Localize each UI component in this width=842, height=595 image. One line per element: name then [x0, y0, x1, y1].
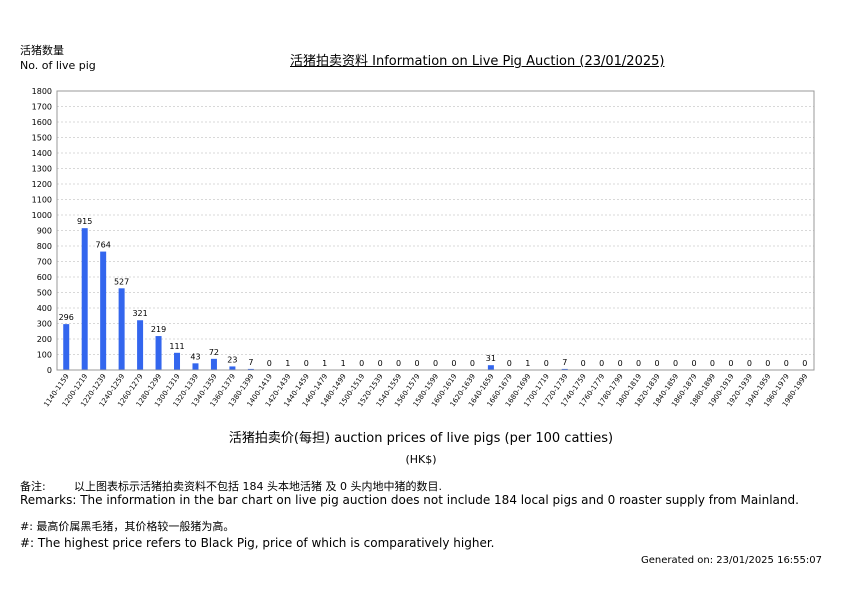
y-tick-label: 400	[37, 304, 52, 313]
y-tick-label: 1700	[32, 103, 52, 112]
bar-value-label: 72	[209, 348, 219, 357]
bar-value-label: 1	[322, 359, 327, 368]
bar-value-label: 0	[636, 359, 641, 368]
y-tick-label: 600	[37, 273, 52, 282]
y-tick-label: 100	[37, 351, 52, 360]
bar	[118, 288, 125, 370]
bar-value-label: 1	[285, 359, 290, 368]
bar-value-label: 219	[151, 325, 166, 334]
bar-value-label: 915	[77, 217, 92, 226]
y-axis-title-en: No. of live pig	[20, 59, 96, 72]
y-tick-label: 1100	[32, 196, 52, 205]
x-axis-unit: (HK$)	[405, 453, 437, 466]
grid-lines	[57, 106, 814, 355]
y-tick-label: 1000	[32, 211, 52, 220]
bar-value-label: 0	[747, 359, 752, 368]
bar-value-label: 764	[96, 241, 111, 250]
remark-cn: 以上图表标示活猪拍卖资料不包括 184 头本地活猪 及 0 头内地中猪的数目.	[74, 480, 442, 493]
bar-value-label: 1	[341, 359, 346, 368]
bar-value-label: 0	[765, 359, 770, 368]
y-tick-label: 1400	[32, 149, 52, 158]
chart-title: 活猪拍卖资料 Information on Live Pig Auction (…	[290, 54, 665, 69]
bar	[210, 358, 217, 370]
bar-value-label: 43	[190, 352, 200, 361]
bar-value-label: 7	[562, 358, 567, 367]
bar	[561, 368, 568, 370]
bar	[155, 336, 162, 370]
bar-value-label: 0	[655, 359, 660, 368]
x-axis-ticks: 1140-11591200-12191220-12391240-12591260…	[42, 373, 809, 409]
y-tick-label: 0	[47, 366, 52, 375]
bar-value-label: 0	[359, 359, 364, 368]
bar-value-label: 0	[396, 359, 401, 368]
x-axis-title: 活猪拍卖价(每担) auction prices of live pigs (p…	[228, 431, 614, 446]
note-cn: #: 最高价属黑毛猪，其价格较一般猪为高。	[20, 520, 235, 533]
y-tick-label: 1200	[32, 180, 52, 189]
y-axis-ticks: 0 100 200 300 400 500 600 700 800 900 1000 1100 1200…	[32, 87, 52, 375]
y-tick-label: 800	[37, 242, 52, 251]
bar-value-label: 527	[114, 277, 129, 286]
bars	[63, 228, 568, 370]
y-tick-label: 900	[37, 227, 52, 236]
y-axis-title-cn: 活猪数量	[20, 44, 64, 57]
bar-value-label: 296	[59, 313, 74, 322]
bar	[229, 366, 236, 370]
y-tick-label: 1800	[32, 87, 52, 96]
bar-value-label: 0	[414, 359, 419, 368]
bar	[63, 324, 70, 370]
bar	[192, 363, 199, 370]
bar-value-label: 0	[784, 359, 789, 368]
bar-value-label: 0	[673, 359, 678, 368]
y-tick-label: 1600	[32, 118, 52, 127]
bar	[487, 365, 494, 370]
bar-value-label: 0	[470, 359, 475, 368]
bar-value-label: 0	[507, 359, 512, 368]
bar-value-label: 0	[599, 359, 604, 368]
bar-value-label: 0	[710, 359, 715, 368]
y-tick-label: 300	[37, 320, 52, 329]
bar-value-label: 0	[267, 359, 272, 368]
bar-value-label: 0	[691, 359, 696, 368]
bar-value-label: 111	[169, 342, 184, 351]
bar-value-label: 0	[304, 359, 309, 368]
bar	[247, 368, 254, 370]
bar-value-label: 7	[248, 358, 253, 367]
bar	[100, 251, 107, 370]
y-tick-label: 700	[37, 258, 52, 267]
bar-value-label: 0	[618, 359, 623, 368]
bar-value-label: 31	[486, 354, 496, 363]
bar-value-label: 0	[802, 359, 807, 368]
bar-value-label: 0	[378, 359, 383, 368]
bar-value-label: 1	[525, 359, 530, 368]
bar-value-label: 321	[132, 309, 147, 318]
plot-frame	[56, 90, 815, 371]
bar-value-label: 23	[227, 355, 237, 364]
note-en: #: The highest price refers to Black Pig…	[20, 536, 495, 550]
bar	[137, 320, 144, 370]
y-tick-label: 1500	[32, 134, 52, 143]
bar-chart: 0100200300400500600700800900100011001200…	[32, 87, 815, 409]
bar	[81, 228, 88, 370]
bar-value-label: 0	[544, 359, 549, 368]
bar	[174, 352, 181, 370]
bar-value-label: 0	[581, 359, 586, 368]
y-tick-label: 200	[37, 335, 52, 344]
generated-timestamp: Generated on: 23/01/2025 16:55:07	[641, 555, 822, 566]
bar-value-label: 0	[433, 359, 438, 368]
remark-en: Remarks: The information in the bar char…	[20, 493, 799, 507]
bar-value-label: 0	[451, 359, 456, 368]
y-tick-label: 500	[37, 289, 52, 298]
y-tick-label: 1300	[32, 165, 52, 174]
remark-cn-label: 备注:	[20, 480, 46, 493]
bar-value-label: 0	[728, 359, 733, 368]
